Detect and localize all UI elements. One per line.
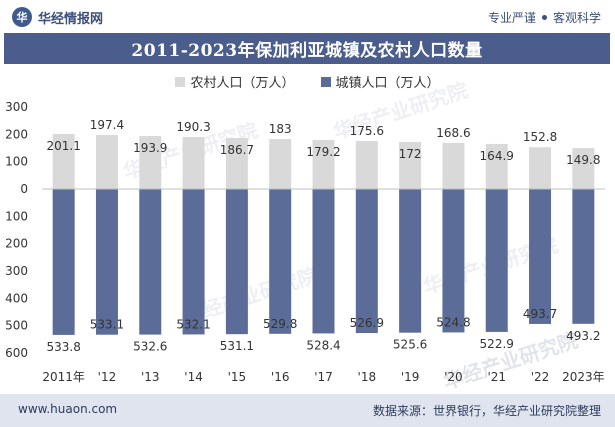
x-tick-label: 2023年 — [562, 370, 605, 384]
data-label-rural: 149.8 — [566, 153, 600, 167]
data-label-rural: 168.6 — [436, 126, 470, 140]
bar-rural — [95, 135, 118, 189]
y-tick-label: 100 — [5, 155, 28, 169]
chart-title: 2011-2023年保加利亚城镇及农村人口数量 — [131, 41, 483, 61]
bar-rural — [399, 141, 422, 189]
x-tick-label: '22 — [531, 370, 550, 384]
bar-rural — [312, 140, 335, 189]
bar-rural — [355, 141, 378, 189]
bar-urban — [572, 189, 595, 324]
data-label-rural: 201.1 — [46, 139, 80, 153]
bar-urban — [139, 189, 162, 335]
data-label-rural: 175.6 — [350, 124, 384, 138]
data-label-urban: 522.9 — [480, 337, 514, 351]
bar-rural — [269, 138, 292, 189]
data-label-urban: 493.2 — [566, 329, 600, 343]
bar-rural — [225, 137, 248, 189]
y-tick-label: 400 — [5, 291, 28, 305]
x-tick-label: 2011年 — [42, 370, 85, 384]
bar-rural — [529, 147, 552, 189]
data-label-rural: 193.9 — [133, 141, 167, 155]
tagline-right: 客观科学 — [552, 11, 601, 25]
y-tick-label: 0 — [20, 182, 28, 196]
legend-label-urban: 城镇人口（万人） — [335, 76, 440, 91]
x-tick-label: '18 — [358, 370, 377, 384]
tagline: 专业严谨 客观科学 — [488, 9, 601, 26]
data-label-urban: 533.1 — [90, 318, 124, 332]
huajing-logo-icon: 华 — [12, 7, 32, 27]
title-bar: 2011-2023年保加利亚城镇及农村人口数量 — [4, 33, 610, 64]
x-tick-label: '15 — [228, 370, 247, 384]
bullet-dot-icon — [541, 15, 547, 20]
x-tick-label: '20 — [444, 370, 463, 384]
bar-urban — [182, 189, 205, 335]
y-tick-label: 200 — [5, 127, 28, 141]
data-label-rural: 183 — [269, 122, 292, 136]
data-label-urban: 493.7 — [523, 307, 557, 321]
data-label-rural: 152.8 — [523, 130, 557, 144]
legend-swatch-urban — [320, 76, 331, 87]
x-tick-label: '13 — [141, 370, 160, 384]
legend-label-rural: 农村人口（万人） — [190, 76, 295, 91]
bar-urban — [485, 189, 508, 332]
bar-urban — [225, 189, 248, 335]
x-tick-label: '21 — [487, 370, 506, 384]
bar-urban — [399, 189, 422, 333]
data-label-rural: 186.7 — [220, 143, 254, 157]
bar-rural — [572, 148, 595, 189]
y-tick-label: 100 — [5, 209, 28, 223]
data-label-urban: 532.1 — [176, 317, 210, 331]
legend-item-rural: 农村人口（万人） — [175, 72, 295, 91]
y-tick-label: 300 — [5, 100, 28, 114]
bar-rural — [139, 136, 162, 189]
data-label-urban: 525.6 — [393, 338, 427, 352]
top-bar: 华 华经情报网 专业严谨 客观科学 — [0, 0, 615, 33]
brand: 华 华经情报网 — [12, 7, 103, 27]
x-tick-label: '16 — [271, 370, 290, 384]
x-tick-label: '14 — [184, 370, 203, 384]
bar-urban — [529, 189, 552, 324]
y-tick-label: 600 — [5, 346, 28, 360]
data-label-urban: 528.4 — [306, 338, 340, 352]
data-label-rural: 190.3 — [176, 120, 210, 134]
legend: 农村人口（万人） 城镇人口（万人） — [0, 72, 615, 91]
footer-site: www.huaon.com — [18, 402, 118, 416]
footer-source: 数据来源：世界银行，华经产业研究院整理 — [372, 404, 601, 418]
legend-swatch-rural — [175, 76, 186, 87]
y-tick-label: 500 — [5, 319, 28, 333]
bar-urban — [442, 189, 465, 333]
data-label-urban: 526.9 — [350, 316, 384, 330]
data-label-rural: 197.4 — [90, 118, 124, 132]
x-tick-label: '19 — [401, 370, 420, 384]
x-tick-label: '17 — [314, 370, 333, 384]
y-tick-label: 200 — [5, 237, 28, 251]
data-label-rural: 164.9 — [480, 149, 514, 163]
bar-rural — [182, 136, 205, 189]
tagline-left: 专业严谨 — [487, 11, 536, 25]
data-label-urban: 532.6 — [133, 340, 167, 354]
data-label-urban: 524.8 — [436, 315, 470, 329]
bar-chart: 300 200 100 0 100 200 300 400 500 600 201.1 533.8 20… — [5, 100, 605, 384]
data-label-urban: 531.1 — [220, 339, 254, 353]
bar-urban — [312, 189, 335, 334]
bar-urban — [269, 189, 292, 334]
bar-rural — [442, 142, 465, 189]
data-label-urban: 529.8 — [263, 317, 297, 331]
bar-urban — [52, 189, 75, 335]
data-label-rural: 179.2 — [306, 145, 340, 159]
footer: www.huaon.com 数据来源：世界银行，华经产业研究院整理 — [0, 394, 615, 427]
x-tick-label: '12 — [98, 370, 117, 384]
y-tick-label: 300 — [5, 264, 28, 278]
legend-item-urban: 城镇人口（万人） — [320, 72, 440, 91]
data-label-urban: 533.8 — [46, 340, 80, 354]
bar-rural — [52, 134, 75, 189]
data-label-rural: 172 — [399, 147, 422, 161]
brand-name: 华经情报网 — [38, 11, 104, 27]
bar-rural — [485, 143, 508, 189]
bar-urban — [95, 189, 118, 335]
bar-urban — [355, 189, 378, 334]
